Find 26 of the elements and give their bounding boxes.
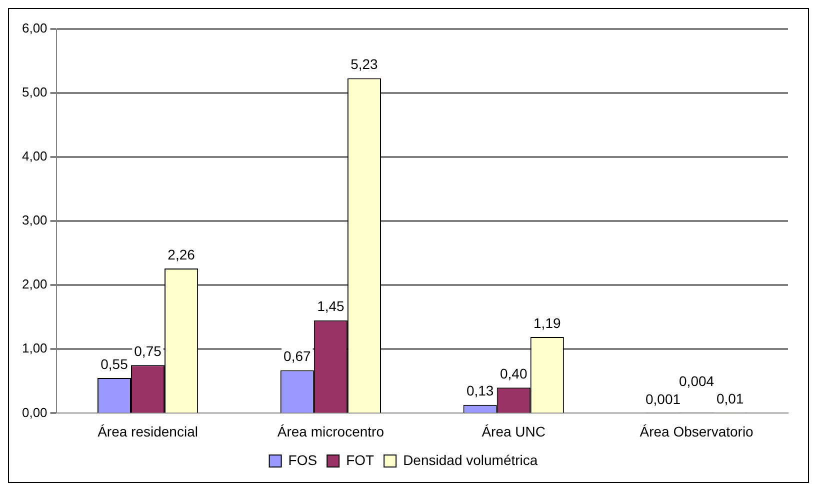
data-label: 5,23 bbox=[350, 56, 378, 72]
y-tick-label: 1,00 bbox=[22, 340, 48, 356]
y-tick-label: 0,00 bbox=[22, 404, 48, 420]
data-label: 1,19 bbox=[534, 314, 561, 331]
data-label: 0,55 bbox=[100, 356, 128, 372]
x-tick-label: Área UNC bbox=[482, 423, 546, 440]
y-tick-label: 3,00 bbox=[22, 212, 48, 228]
legend-label: Densidad volumétrica bbox=[403, 452, 538, 468]
y-tick-label: 2,00 bbox=[22, 276, 48, 292]
data-label: 0,13 bbox=[466, 382, 494, 399]
data-label: 0,001 bbox=[645, 390, 681, 407]
legend-label: FOT bbox=[346, 452, 375, 468]
data-label: 0,40 bbox=[500, 365, 528, 382]
data-label: 2,26 bbox=[168, 246, 196, 262]
data-label: 0,67 bbox=[284, 348, 311, 364]
data-label: 0,01 bbox=[716, 390, 744, 406]
data-label: 0,004 bbox=[679, 372, 714, 389]
y-tick-label: 4,00 bbox=[22, 148, 48, 164]
y-tick-label: 6,00 bbox=[22, 20, 48, 36]
x-tick-label: Área Observatorio bbox=[640, 423, 754, 440]
x-tick-label: Área microcentro bbox=[277, 423, 384, 440]
y-tick-label: 5,00 bbox=[22, 84, 48, 100]
x-tick-label: Área residencial bbox=[98, 423, 198, 440]
data-label: 0,75 bbox=[134, 343, 162, 360]
data-label: 1,45 bbox=[317, 298, 345, 314]
legend-label: FOS bbox=[288, 452, 318, 468]
